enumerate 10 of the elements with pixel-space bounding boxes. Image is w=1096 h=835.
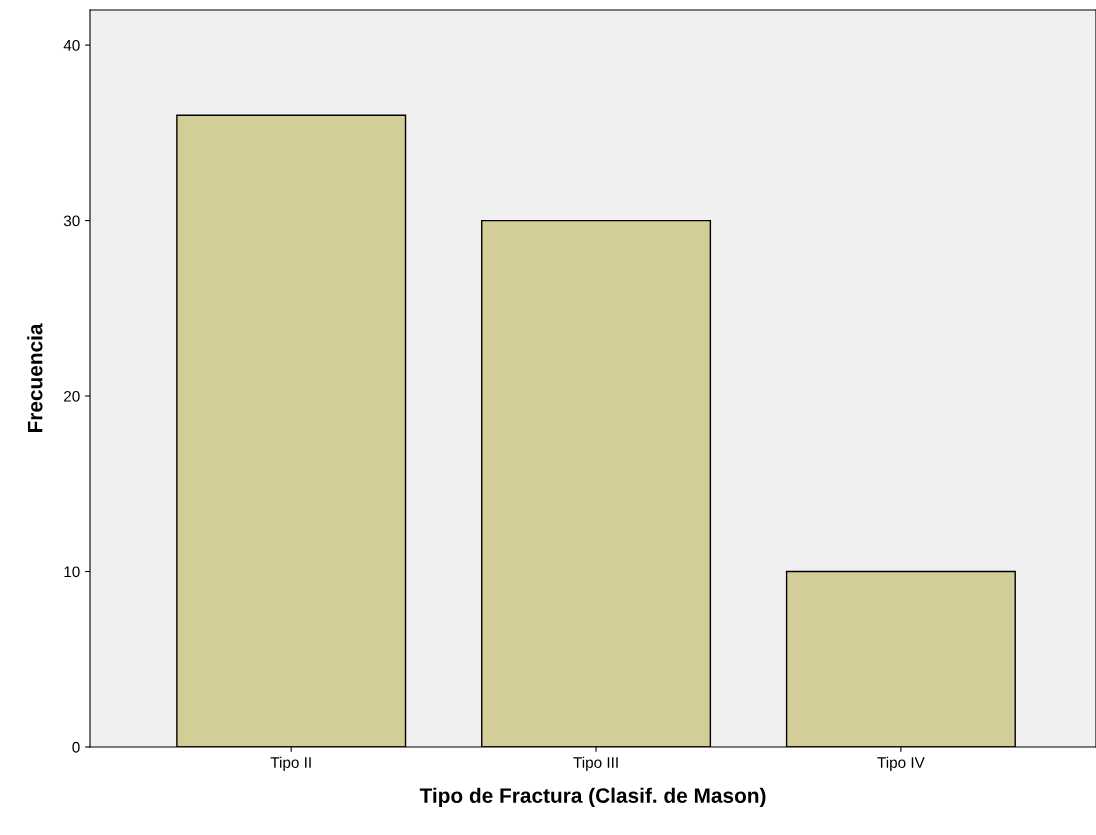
- y-tick-label: 0: [72, 741, 80, 753]
- x-tick-label: Tipo III: [573, 756, 618, 771]
- y-tick-label: 30: [63, 215, 80, 227]
- x-tick-label: Tipo II: [270, 756, 311, 771]
- x-axis-title: Tipo de Fractura (Clasif. de Mason): [419, 787, 766, 808]
- x-tick-label: Tipo IV: [877, 756, 925, 771]
- y-tick-label: 10: [64, 566, 80, 578]
- y-tick-label: 20: [64, 390, 80, 402]
- y-tick-label: 40: [63, 39, 80, 51]
- y-axis-title: Frecuencia: [27, 323, 43, 433]
